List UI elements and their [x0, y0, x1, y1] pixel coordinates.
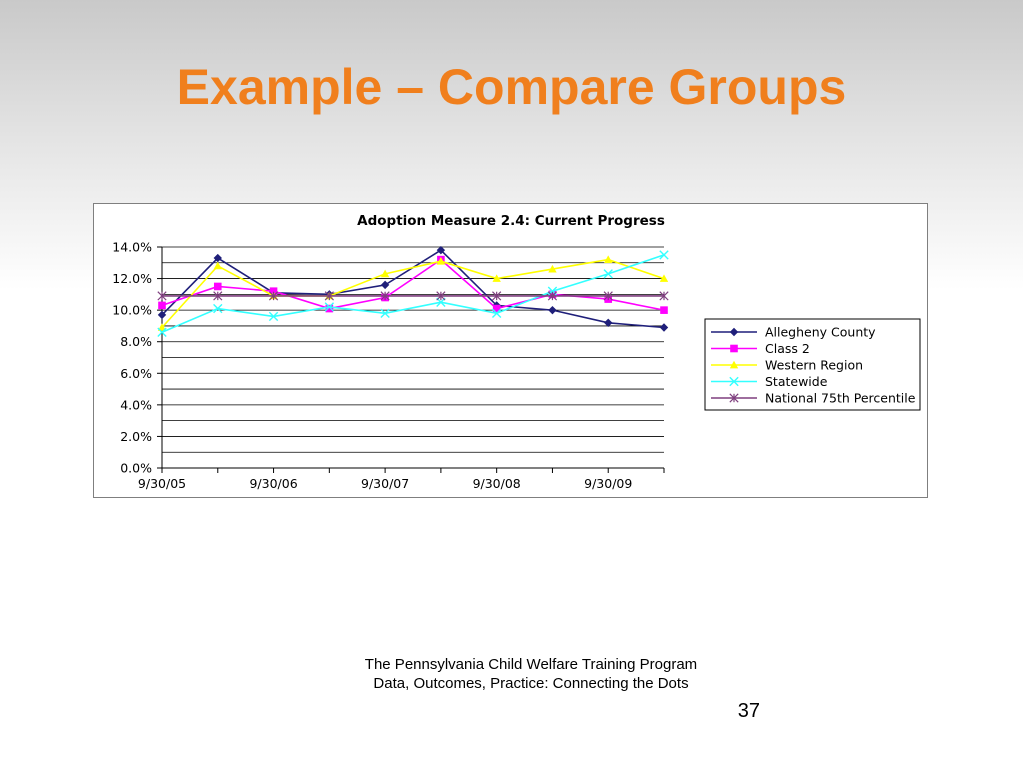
data-point — [213, 303, 223, 314]
data-point — [269, 287, 278, 295]
data-point — [157, 323, 167, 331]
legend-item: Western Region — [711, 358, 863, 373]
x-tick-label: 9/30/06 — [249, 476, 297, 491]
footer-line-2: Data, Outcomes, Practice: Connecting the… — [373, 675, 689, 692]
data-point — [325, 304, 334, 313]
y-tick-label: 10.0% — [112, 303, 152, 318]
data-point — [436, 257, 446, 265]
data-point — [158, 301, 166, 310]
legend-label: Statewide — [765, 374, 828, 389]
y-tick-label: 0.0% — [120, 461, 152, 476]
legend-label: Class 2 — [765, 341, 810, 356]
legend-label: Western Region — [765, 358, 863, 373]
data-point — [380, 291, 390, 301]
legend-item: Allegheny County — [711, 325, 876, 340]
data-point — [213, 261, 222, 270]
legend-marker — [730, 344, 738, 353]
series-national-75th-percentile — [157, 291, 669, 301]
legend-marker — [729, 360, 739, 369]
data-point — [380, 280, 390, 290]
data-point — [604, 318, 613, 327]
series-class-2 — [158, 255, 668, 314]
legend-label: Allegheny County — [765, 325, 876, 340]
y-tick-label: 2.0% — [120, 429, 152, 444]
y-tick-label: 12.0% — [112, 271, 152, 286]
data-point — [492, 291, 502, 301]
chart-title: Adoption Measure 2.4: Current Progress — [357, 213, 665, 229]
y-tick-label: 4.0% — [120, 397, 152, 412]
x-tick-label: 9/30/07 — [361, 476, 409, 491]
data-point — [491, 308, 502, 318]
slide-footer: The Pennsylvania Child Welfare Training … — [281, 655, 781, 693]
data-point — [492, 304, 501, 313]
data-point — [603, 269, 613, 279]
data-point — [324, 291, 334, 301]
data-point — [213, 253, 222, 263]
data-point — [548, 264, 557, 273]
data-point — [659, 274, 669, 282]
data-point — [548, 305, 557, 315]
data-point — [157, 327, 167, 337]
series-layer — [157, 245, 669, 337]
line-chart: Adoption Measure 2.4: Current Progress 0… — [112, 213, 921, 491]
data-point — [157, 310, 167, 320]
data-point — [324, 302, 335, 312]
data-point — [436, 245, 446, 255]
data-point — [492, 274, 501, 282]
series-statewide — [157, 250, 669, 337]
legend-label: National 75th Percentile — [765, 391, 916, 406]
data-point — [604, 255, 613, 263]
series-line — [161, 258, 665, 329]
x-tick-label: 9/30/05 — [138, 476, 186, 491]
data-point — [659, 250, 669, 260]
x-tick-label: 9/30/08 — [473, 476, 521, 491]
data-point — [659, 323, 669, 332]
legend-marker — [729, 327, 739, 337]
data-point — [436, 291, 446, 301]
legend-marker — [729, 393, 739, 403]
data-point — [268, 311, 279, 322]
slide-title: Example – Compare Groups — [176, 59, 847, 115]
chart-container: Adoption Measure 2.4: Current Progress 0… — [93, 203, 928, 498]
legend-marker — [729, 376, 739, 387]
data-point — [213, 282, 222, 291]
page-number: 37 — [737, 700, 760, 722]
data-point — [660, 306, 668, 314]
data-point — [603, 291, 613, 301]
series-allegheny-county — [157, 245, 669, 332]
data-point — [380, 308, 390, 318]
y-tick-label: 8.0% — [120, 334, 152, 349]
data-point — [268, 291, 279, 301]
legend-item: Class 2 — [711, 341, 810, 356]
data-point — [380, 269, 390, 278]
data-point — [157, 291, 167, 301]
y-tick-label: 14.0% — [112, 240, 152, 255]
series-line — [161, 254, 665, 333]
data-point — [659, 291, 669, 301]
legend-item: National 75th Percentile — [711, 391, 916, 406]
y-tick-label: 6.0% — [120, 366, 152, 381]
legend-item: Statewide — [711, 374, 828, 389]
data-point — [547, 286, 558, 296]
x-tick-label: 9/30/09 — [584, 476, 632, 491]
data-point — [213, 291, 223, 301]
footer-line-1: The Pennsylvania Child Welfare Training … — [364, 656, 698, 673]
data-point — [547, 291, 558, 301]
axis-layer: 0.0% 2.0% 4.0% 6.0% 8.0% 10.0% 12.0% 14.0% 9/30/… — [112, 240, 665, 491]
